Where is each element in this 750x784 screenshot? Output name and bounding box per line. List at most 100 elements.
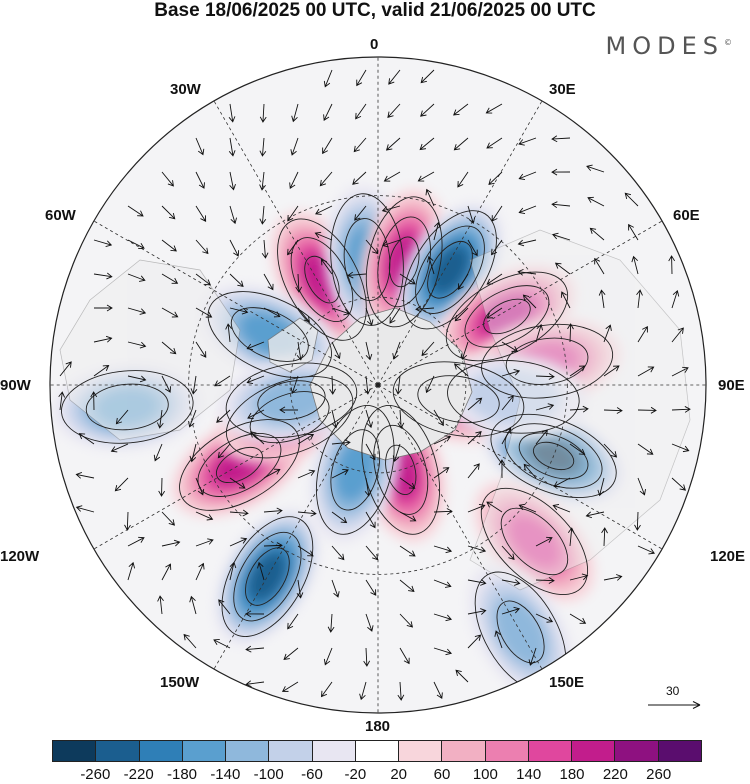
wind-arrow-68 <box>517 239 537 247</box>
wind-arrow-117 <box>392 341 401 360</box>
contour-2-2 <box>377 216 431 308</box>
wind-arrow-87 <box>594 257 605 275</box>
wind-arrow-98 <box>365 307 374 326</box>
wind-arrow-241 <box>399 579 415 592</box>
wind-arrow-65 <box>433 221 441 241</box>
wind-arrow-30 <box>319 171 333 187</box>
wind-arrow-145 <box>58 391 66 411</box>
wind-arrow-173 <box>392 443 401 462</box>
wind-arrow-109 <box>127 341 147 349</box>
contour-2-0 <box>365 196 443 328</box>
wind-arrow-57 <box>161 239 177 252</box>
lon-label-30w: 30W <box>170 81 201 98</box>
wind-arrow-2 <box>388 69 401 85</box>
wind-arrow-175 <box>467 431 482 445</box>
wind-arrow-17 <box>322 137 333 155</box>
wind-arrow-50 <box>491 205 503 222</box>
wind-arrow-49 <box>467 205 476 225</box>
contour-12-0 <box>225 376 354 459</box>
wind-arrow-248 <box>157 595 164 615</box>
lon-label-150w: 150W <box>160 674 200 691</box>
wind-arrow-273 <box>281 681 299 692</box>
registered-mark: © <box>724 38 732 47</box>
wind-arrow-184 <box>158 477 166 497</box>
wind-arrow-61 <box>287 239 299 256</box>
lon-label-30e: 30E <box>549 81 576 98</box>
wind-arrow-209 <box>399 511 417 522</box>
wind-arrow-165 <box>110 443 129 453</box>
wind-arrow-253 <box>327 613 335 633</box>
lon-label-120w: 120W <box>0 548 40 565</box>
colorbar-swatch-3 <box>182 741 227 761</box>
lon-label-90w: 90W <box>0 377 31 394</box>
wind-arrow-263 <box>245 645 265 653</box>
wind-arrow-59 <box>229 239 240 257</box>
wind-arrow-215 <box>585 511 605 519</box>
wind-arrow-229 <box>535 536 553 547</box>
wind-arrow-157 <box>467 397 483 411</box>
wind-arrow-36 <box>518 171 537 181</box>
wind-arrow-190 <box>364 477 372 497</box>
wind-arrow-242 <box>433 579 452 588</box>
wind-arrow-142 <box>603 365 620 377</box>
contour-4-4 <box>483 298 531 335</box>
contour-14-2 <box>230 307 309 362</box>
contour-7-0 <box>490 413 617 498</box>
wind-arrow-243 <box>467 579 487 586</box>
wind-arrow-113 <box>246 341 265 351</box>
wind-arrow-51 <box>518 205 537 215</box>
colorbar-swatch-12 <box>572 741 616 761</box>
wind-arrow-257 <box>467 608 487 615</box>
wind-arrow-105 <box>598 289 606 309</box>
wind-arrow-54 <box>624 192 639 207</box>
wind-arrow-7 <box>323 103 333 121</box>
wind-arrow-70 <box>589 227 605 241</box>
contour-5-0 <box>481 323 614 399</box>
wind-arrow-238 <box>296 579 304 599</box>
wind-arrow-154 <box>365 409 373 429</box>
wind-arrow-203 <box>195 511 214 521</box>
wind-arrow-79 <box>320 258 333 275</box>
wind-arrow-193 <box>467 463 480 479</box>
wind-arrow-171 <box>331 439 351 447</box>
wind-arrow-196 <box>553 477 571 488</box>
wind-arrow-85 <box>517 268 537 276</box>
wind-arrow-191 <box>399 477 416 489</box>
wind-arrow-134 <box>329 375 336 395</box>
wind-arrow-135 <box>364 375 371 395</box>
contour-4-2 <box>464 285 550 348</box>
wind-arrow-95 <box>263 307 281 318</box>
wind-arrow-168 <box>217 443 231 459</box>
wind-arrow-0 <box>323 69 333 88</box>
lon-label-60w: 60W <box>45 207 76 224</box>
wind-arrow-211 <box>467 503 486 513</box>
contour-0-2 <box>290 237 354 323</box>
wind-arrow-88 <box>631 255 639 275</box>
wind-arrow-92 <box>161 307 179 318</box>
wind-arrow-197 <box>597 477 605 497</box>
wind-arrow-261 <box>183 633 197 649</box>
contour-10-4 <box>245 547 290 606</box>
contour-17-0 <box>225 362 358 438</box>
colorbar-swatch-11 <box>528 741 573 761</box>
wind-arrow-170 <box>297 434 315 445</box>
wind-arrow-219 <box>195 538 214 547</box>
contour-7-4 <box>518 432 589 480</box>
wind-arrow-77 <box>263 273 274 291</box>
colorbar-swatch-14 <box>658 741 701 761</box>
wind-arrow-26 <box>195 171 205 189</box>
colorbar-swatch-6 <box>312 741 356 761</box>
colorbar-tick-label: 180 <box>559 766 585 783</box>
colorbar-swatch-5 <box>269 741 313 761</box>
wind-arrow-224 <box>365 545 379 561</box>
wind-arrow-93 <box>195 307 213 318</box>
wind-arrow-83 <box>457 273 469 290</box>
wind-arrow-28 <box>259 171 266 191</box>
contour-18-0 <box>447 360 580 434</box>
wind-arrow-234 <box>161 563 172 581</box>
wind-arrow-41 <box>195 205 207 222</box>
contour-4-0 <box>445 271 569 362</box>
wind-arrow-185 <box>195 477 205 496</box>
map-title: Base 18/06/2025 00 UTC, valid 21/06/2025… <box>154 0 596 21</box>
wind-vector-layer <box>58 69 691 701</box>
